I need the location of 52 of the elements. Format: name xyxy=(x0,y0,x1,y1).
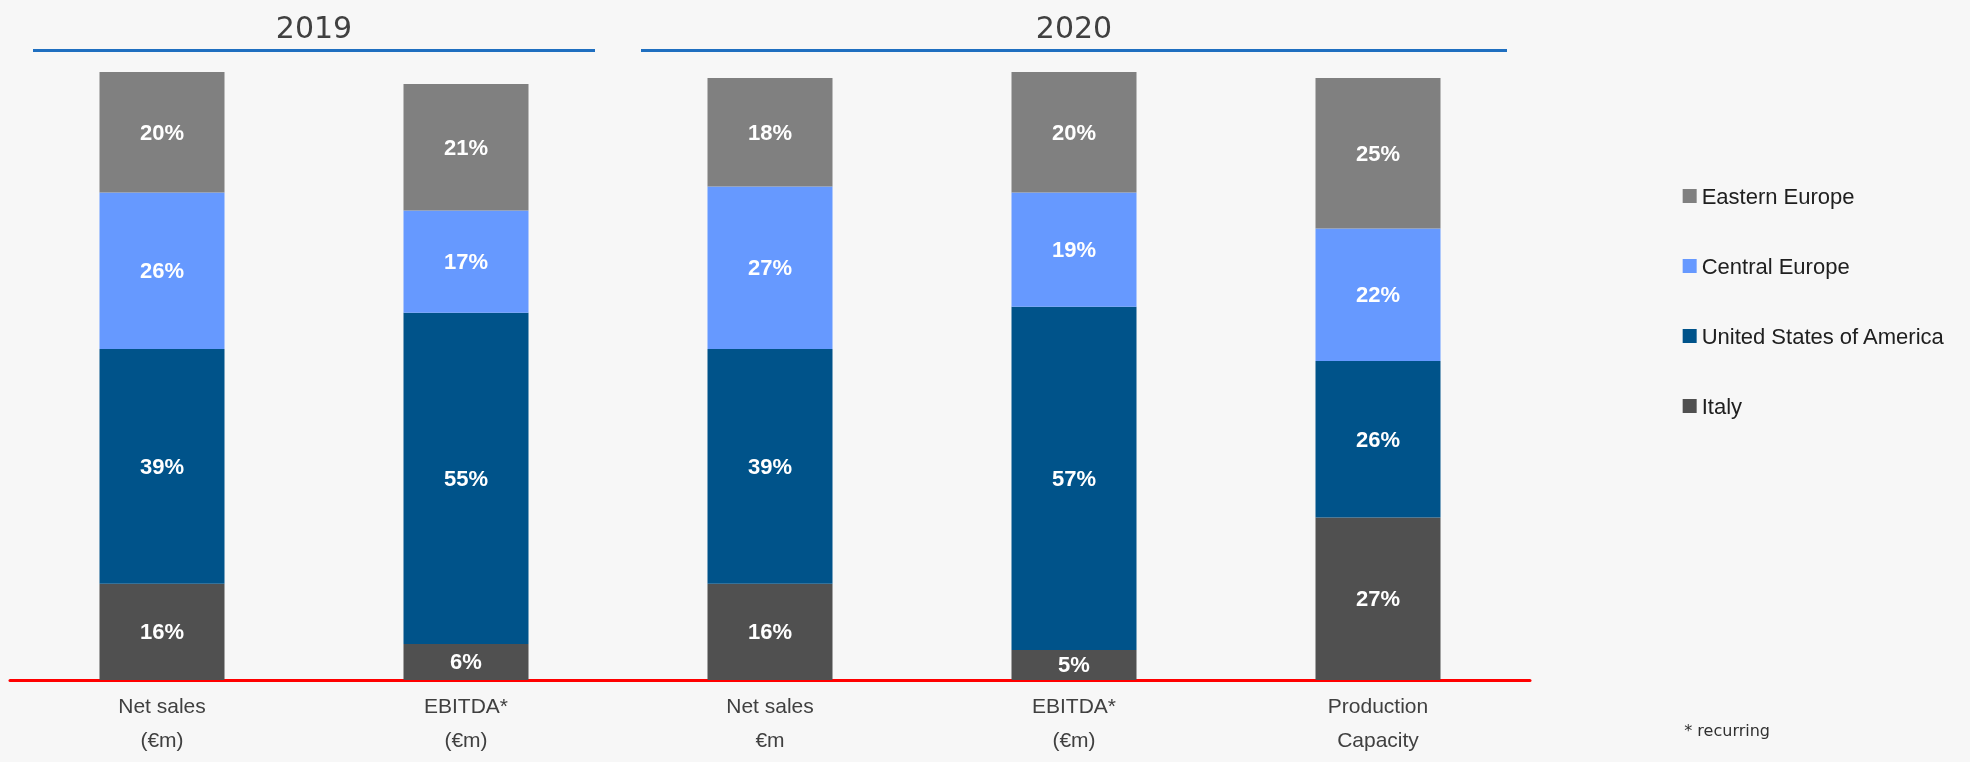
legend-label: Eastern Europe xyxy=(1701,183,1855,209)
x-tick-label: Net sales €m xyxy=(726,693,814,751)
data-label: 19% xyxy=(1051,237,1097,263)
bar xyxy=(707,583,833,680)
bar xyxy=(1315,517,1441,680)
bar xyxy=(1011,649,1137,680)
data-label: 21% xyxy=(443,134,489,160)
bar xyxy=(1315,360,1441,518)
bar xyxy=(707,348,833,584)
bar xyxy=(1315,228,1441,361)
bar xyxy=(1011,72,1137,193)
bar xyxy=(99,583,225,680)
data-label: 25% xyxy=(1355,140,1401,166)
data-label: 6% xyxy=(450,649,482,675)
text: * recurring xyxy=(1684,721,1770,740)
bar xyxy=(707,186,833,349)
bar xyxy=(1011,192,1137,307)
data-label: 17% xyxy=(443,249,489,275)
legend-label: United States of America xyxy=(1701,323,1945,349)
data-label: 27% xyxy=(1355,586,1401,612)
data-label: 16% xyxy=(747,619,793,645)
text: 2020 xyxy=(640,10,1508,52)
data-label: 20% xyxy=(139,119,185,145)
data-label: 22% xyxy=(1355,282,1401,308)
bar xyxy=(707,78,833,187)
bar xyxy=(403,84,529,211)
x-tick-label: EBITDA* (€m) xyxy=(423,693,509,751)
bar xyxy=(99,192,225,349)
data-label: 55% xyxy=(443,465,489,491)
data-label: 18% xyxy=(747,119,793,145)
data-label: 26% xyxy=(1355,426,1401,452)
bar xyxy=(99,72,225,193)
x-tick-label: EBITDA* (€m) xyxy=(1031,693,1117,751)
data-label: 39% xyxy=(139,453,185,479)
data-label: 57% xyxy=(1051,465,1097,491)
data-label: 16% xyxy=(139,619,185,645)
data-label: 27% xyxy=(747,255,793,281)
data-label: 39% xyxy=(747,453,793,479)
legend-label: Central Europe xyxy=(1701,253,1850,279)
data-label: 26% xyxy=(139,258,185,284)
bar xyxy=(403,210,529,313)
bar xyxy=(403,312,529,644)
bar xyxy=(99,348,225,584)
legend-label: Italy xyxy=(1701,393,1743,419)
bar xyxy=(403,643,529,680)
bar xyxy=(1315,78,1441,229)
text: 2019 xyxy=(32,10,596,52)
x-tick-label: Net sales (€m) xyxy=(118,693,206,751)
data-label: 20% xyxy=(1051,119,1097,145)
x-tick-label: Production Capacity xyxy=(1327,693,1429,751)
bar xyxy=(1011,306,1137,650)
data-label: 5% xyxy=(1058,652,1090,678)
